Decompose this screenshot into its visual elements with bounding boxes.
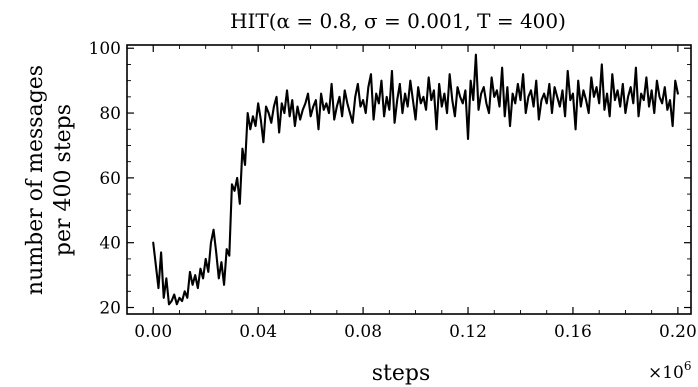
x-axis-multiplier: ×106 <box>648 359 692 383</box>
plot-area <box>152 53 679 306</box>
y-axis-label-line2: per 400 steps <box>51 104 76 256</box>
x-axis-multiplier-base: ×10 <box>648 363 684 383</box>
x-tick-label: 0.12 <box>449 322 487 342</box>
y-tick-label: 20 <box>99 299 121 319</box>
y-axis-title: number of messages per 400 steps <box>23 65 76 295</box>
x-tick-label: 0.16 <box>554 322 592 342</box>
y-tick-label: 60 <box>99 169 121 189</box>
y-tick-label: 40 <box>99 234 121 254</box>
plot-frame <box>126 44 692 315</box>
x-axis-multiplier-exponent: 6 <box>684 359 692 373</box>
y-tick-label: 80 <box>99 104 121 124</box>
chart-title: HIT(α = 0.8, σ = 0.001, T = 400) <box>230 9 566 33</box>
y-tick-label: 100 <box>89 39 121 59</box>
x-tick-label: 0.04 <box>239 322 277 342</box>
series-line-0 <box>152 53 679 306</box>
x-tick-label: 0.08 <box>344 322 382 342</box>
y-axis-label-line1: number of messages <box>23 65 48 295</box>
x-tick-label: 0.00 <box>134 322 172 342</box>
x-axis-label: steps <box>372 361 431 386</box>
tick-labels: 0.00 0.04 0.08 0.12 0.16 0.20 20 40 60 80 100 <box>89 39 697 342</box>
x-tick-label: 0.20 <box>659 322 697 342</box>
